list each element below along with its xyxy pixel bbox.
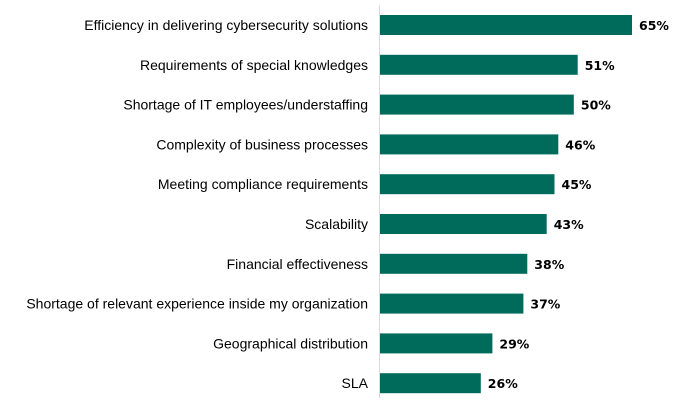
bar-8	[380, 293, 524, 314]
bar-1	[380, 15, 632, 35]
category-label: Financial effectiveness	[227, 256, 368, 272]
bars-layer	[380, 15, 632, 394]
bar-4	[380, 134, 559, 155]
value-label: 38%	[534, 257, 564, 272]
bar-3	[380, 94, 574, 115]
bar-6	[380, 214, 547, 234]
labels-layer: Efficiency in delivering cybersecurity s…	[26, 17, 669, 391]
value-label: 51%	[585, 58, 615, 73]
value-label: 43%	[554, 217, 584, 232]
value-label: 45%	[562, 177, 592, 192]
value-label: 65%	[639, 18, 669, 33]
category-label: Efficiency in delivering cybersecurity s…	[84, 17, 368, 33]
category-label: Complexity of business processes	[156, 136, 368, 152]
category-label: Requirements of special knowledges	[140, 57, 368, 73]
category-label: Shortage of relevant experience inside m…	[26, 296, 368, 312]
bar-5	[380, 174, 555, 195]
bar-9	[380, 333, 493, 354]
category-label: SLA	[342, 375, 369, 391]
value-label: 29%	[499, 336, 529, 351]
value-label: 37%	[530, 297, 560, 312]
category-label: Scalability	[305, 216, 368, 232]
bar-2	[380, 54, 578, 75]
bar-10	[380, 373, 481, 394]
value-label: 46%	[565, 137, 595, 152]
bar-7	[380, 253, 528, 274]
value-label: 50%	[581, 98, 611, 113]
category-label: Shortage of IT employees/understaffing	[123, 97, 368, 113]
category-label: Geographical distribution	[213, 335, 368, 351]
category-label: Meeting compliance requirements	[158, 176, 368, 192]
value-label: 26%	[488, 376, 518, 391]
